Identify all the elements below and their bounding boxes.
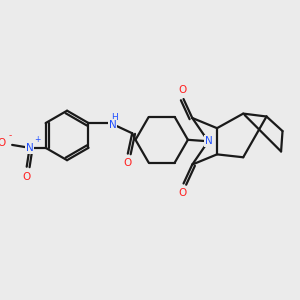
Text: N: N bbox=[109, 119, 116, 130]
Text: O: O bbox=[0, 138, 6, 148]
Text: -: - bbox=[8, 131, 11, 140]
Text: N: N bbox=[26, 143, 34, 153]
Text: +: + bbox=[34, 135, 40, 144]
Text: O: O bbox=[22, 172, 31, 182]
Text: O: O bbox=[178, 188, 186, 198]
Text: O: O bbox=[178, 85, 186, 95]
Text: O: O bbox=[124, 158, 132, 168]
Text: H: H bbox=[111, 113, 118, 122]
Text: N: N bbox=[205, 136, 213, 146]
